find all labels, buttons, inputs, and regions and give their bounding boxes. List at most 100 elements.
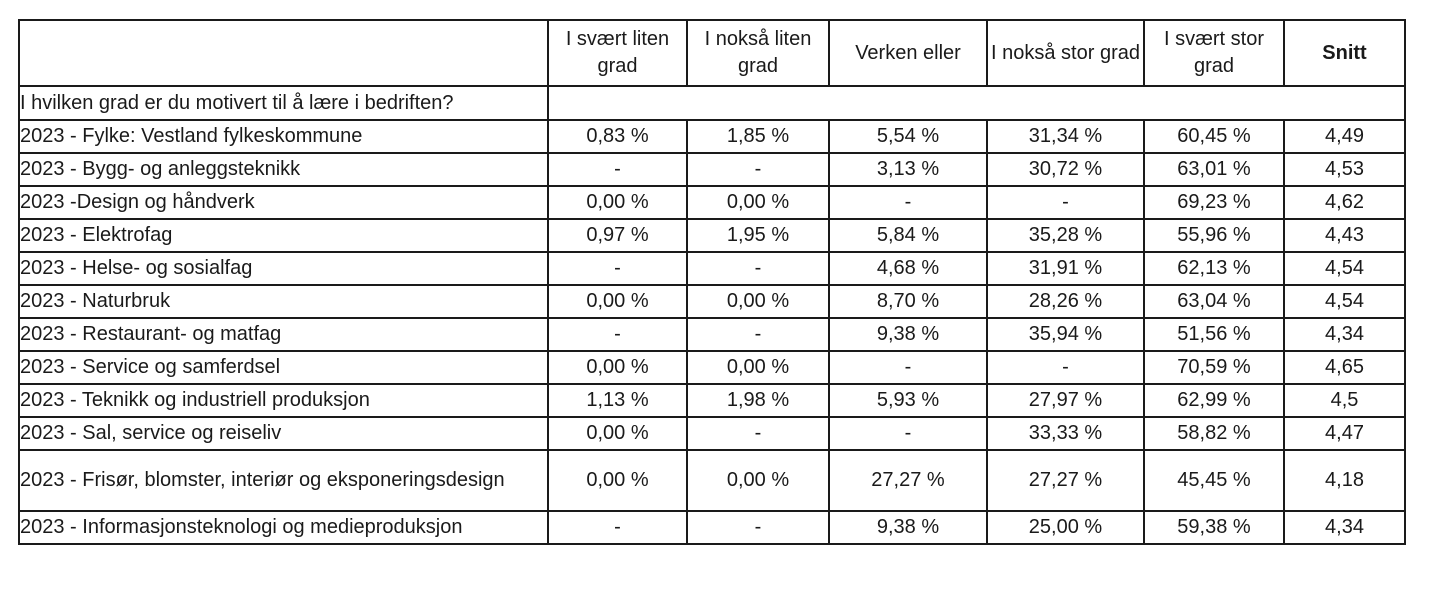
value-neither: - — [828, 416, 988, 451]
value-very-low: 0,00 % — [547, 449, 688, 512]
value-average: 4,54 — [1283, 251, 1406, 286]
row-label: 2023 - Elektrofag — [18, 218, 549, 253]
value-neither: 3,13 % — [828, 152, 988, 187]
table-row: 2023 - Bygg- og anleggsteknikk - -3,13 % 30… — [18, 152, 1406, 187]
header-very-high: I svært stor grad — [1143, 19, 1285, 87]
value-very-high: 60,45 % — [1143, 119, 1285, 154]
value-fairly-low: 1,98 % — [686, 383, 830, 418]
row-label: 2023 - Naturbruk — [18, 284, 549, 319]
value-very-high: 70,59 % — [1143, 350, 1285, 385]
row-label: 2023 - Sal, service og reiseliv — [18, 416, 549, 451]
header-neither: Verken eller — [828, 19, 988, 87]
value-fairly-high: 27,97 % — [986, 383, 1145, 418]
value-average: 4,34 — [1283, 317, 1406, 352]
value-very-low: - — [547, 317, 688, 352]
table-row: 2023 - Naturbruk 0,00 % 0,00 % 8,70 % 28,26 … — [18, 284, 1406, 319]
row-label: 2023 -Design og håndverk — [18, 185, 549, 220]
value-very-low: 0,97 % — [547, 218, 688, 253]
value-very-high: 62,99 % — [1143, 383, 1285, 418]
value-very-high: 51,56 % — [1143, 317, 1285, 352]
value-fairly-low: - — [686, 251, 830, 286]
value-fairly-low: - — [686, 510, 830, 545]
value-fairly-low: - — [686, 416, 830, 451]
value-very-high: 69,23 % — [1143, 185, 1285, 220]
value-neither: - — [828, 185, 988, 220]
value-fairly-high: 31,91 % — [986, 251, 1145, 286]
value-very-high: 55,96 % — [1143, 218, 1285, 253]
table-body: I hvilken grad er du motivert til å lære… — [18, 85, 1406, 545]
value-very-low: 0,00 % — [547, 416, 688, 451]
value-neither: 4,68 % — [828, 251, 988, 286]
value-neither: 5,84 % — [828, 218, 988, 253]
value-fairly-low: 0,00 % — [686, 185, 830, 220]
value-very-low: 0,00 % — [547, 185, 688, 220]
header-row: I svært liten grad I nokså liten grad Ve… — [18, 19, 1406, 87]
value-fairly-low: - — [686, 152, 830, 187]
value-fairly-low: 1,95 % — [686, 218, 830, 253]
row-label: 2023 - Service og samferdsel — [18, 350, 549, 385]
row-label: 2023 - Fylke: Vestland fylkeskommune — [18, 119, 549, 154]
value-fairly-low: 0,00 % — [686, 449, 830, 512]
value-average: 4,5 — [1283, 383, 1406, 418]
value-very-low: 0,83 % — [547, 119, 688, 154]
value-neither: 27,27 % — [828, 449, 988, 512]
value-fairly-high: 35,94 % — [986, 317, 1145, 352]
table-row: 2023 - Helse- og sosialfag - -4,68 % 31,91 … — [18, 251, 1406, 286]
header-very-low: I svært liten grad — [547, 19, 688, 87]
value-fairly-high: 25,00 % — [986, 510, 1145, 545]
results-table-container: I svært liten grad I nokså liten grad Ve… — [18, 19, 1406, 545]
value-average: 4,53 — [1283, 152, 1406, 187]
value-fairly-low: 0,00 % — [686, 350, 830, 385]
table-row: 2023 - Elektrofag 0,97 % 1,95 % 5,84 % 35,28… — [18, 218, 1406, 253]
value-fairly-high: 30,72 % — [986, 152, 1145, 187]
value-neither: 9,38 % — [828, 510, 988, 545]
value-neither: 5,54 % — [828, 119, 988, 154]
header-fairly-low: I nokså liten grad — [686, 19, 830, 87]
value-very-high: 62,13 % — [1143, 251, 1285, 286]
value-fairly-high: - — [986, 185, 1145, 220]
value-very-high: 63,04 % — [1143, 284, 1285, 319]
question-row-fill — [547, 85, 1406, 121]
header-fairly-high: I nokså stor grad — [986, 19, 1145, 87]
row-label: 2023 - Bygg- og anleggsteknikk — [18, 152, 549, 187]
value-fairly-high: 28,26 % — [986, 284, 1145, 319]
value-very-low: - — [547, 251, 688, 286]
value-very-low: 0,00 % — [547, 350, 688, 385]
value-very-high: 63,01 % — [1143, 152, 1285, 187]
row-label: 2023 - Teknikk og industriell produksjon — [18, 383, 549, 418]
value-neither: - — [828, 350, 988, 385]
row-label: 2023 - Informasjonsteknologi og mediepro… — [18, 510, 549, 545]
value-very-high: 45,45 % — [1143, 449, 1285, 512]
value-average: 4,54 — [1283, 284, 1406, 319]
table-row: 2023 - Teknikk og industriell produksjon… — [18, 383, 1406, 418]
table-row: 2023 - Fylke: Vestland fylkeskommune 0,83… — [18, 119, 1406, 154]
table-row: 2023 -Design og håndverk 0,00 % 0,00 % - -69… — [18, 185, 1406, 220]
value-fairly-low: 1,85 % — [686, 119, 830, 154]
question-row: I hvilken grad er du motivert til å lære… — [18, 85, 1406, 121]
value-fairly-high: 35,28 % — [986, 218, 1145, 253]
table-row: 2023 - Service og samferdsel 0,00 % 0,00 %… — [18, 350, 1406, 385]
value-fairly-high: - — [986, 350, 1145, 385]
value-average: 4,49 — [1283, 119, 1406, 154]
row-label: 2023 - Helse- og sosialfag — [18, 251, 549, 286]
table-row: 2023 - Sal, service og reiseliv 0,00 % - -3… — [18, 416, 1406, 451]
value-fairly-low: 0,00 % — [686, 284, 830, 319]
table-row: 2023 - Restaurant- og matfag - -9,38 % 35,9… — [18, 317, 1406, 352]
value-very-low: - — [547, 510, 688, 545]
value-average: 4,47 — [1283, 416, 1406, 451]
value-neither: 8,70 % — [828, 284, 988, 319]
value-average: 4,43 — [1283, 218, 1406, 253]
row-label: 2023 - Frisør, blomster, interiør og eks… — [18, 449, 549, 512]
value-very-high: 58,82 % — [1143, 416, 1285, 451]
value-very-high: 59,38 % — [1143, 510, 1285, 545]
row-label: 2023 - Restaurant- og matfag — [18, 317, 549, 352]
value-average: 4,65 — [1283, 350, 1406, 385]
value-average: 4,62 — [1283, 185, 1406, 220]
value-fairly-low: - — [686, 317, 830, 352]
header-label-cell — [18, 19, 549, 87]
table-row: 2023 - Frisør, blomster, interiør og eks… — [18, 449, 1406, 512]
value-very-low: - — [547, 152, 688, 187]
value-fairly-high: 33,33 % — [986, 416, 1145, 451]
value-fairly-high: 27,27 % — [986, 449, 1145, 512]
table-row: 2023 - Informasjonsteknologi og mediepro… — [18, 510, 1406, 545]
